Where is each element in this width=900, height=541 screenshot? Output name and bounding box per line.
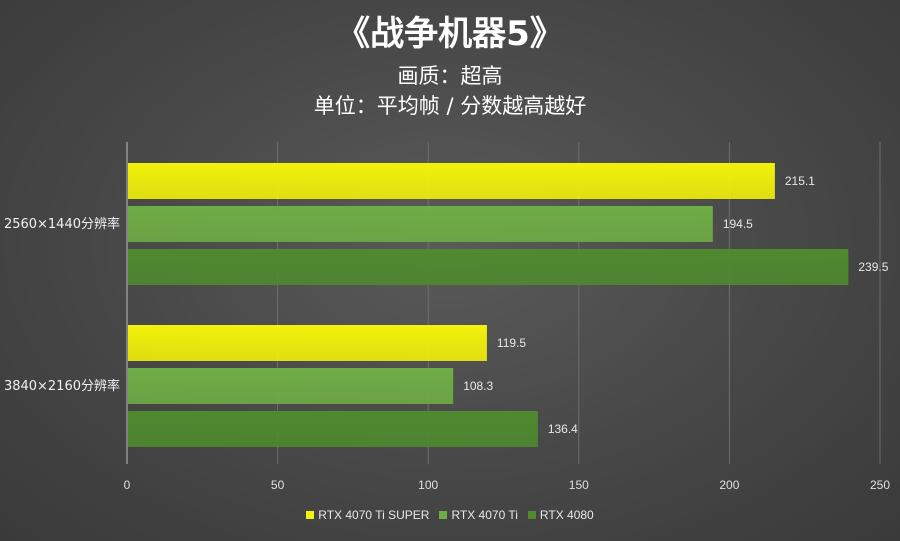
legend-swatch-4070ti: [439, 511, 448, 519]
data-label-2-0: 239.5: [858, 260, 888, 274]
chart-title: 《战争机器5》: [336, 14, 564, 54]
bar-rtx-4070-ti-0: [128, 206, 713, 242]
bar-rtx-4080-1: [128, 411, 538, 447]
data-label-2-1: 136.4: [548, 422, 578, 436]
category-label-0: 2560×1440分辨率: [4, 216, 120, 232]
legend-item-4070ti-super: RTX 4070 Ti SUPER: [306, 508, 429, 522]
legend-swatch-4080: [527, 511, 536, 519]
legend-label-4070ti-super: RTX 4070 Ti SUPER: [318, 508, 430, 522]
data-label-1-1: 108.3: [463, 379, 493, 393]
legend-item-4080: RTX 4080: [527, 508, 594, 522]
bar-rtx-4070-ti-super-1: [128, 325, 487, 361]
bar-rtx-4070-ti-1: [128, 368, 454, 404]
legend-label-4080: RTX 4080: [539, 508, 594, 522]
x-tick-label-100: 100: [418, 478, 438, 492]
chart-subtitle-unit: 单位：平均帧 / 分数越高越好: [313, 94, 587, 118]
x-tick-label-150: 150: [569, 478, 589, 492]
x-tick-label-200: 200: [719, 478, 739, 492]
data-label-0-1: 119.5: [497, 336, 526, 350]
chart-legend: RTX 4070 Ti SUPER RTX 4070 Ti RTX 4080: [0, 508, 900, 522]
data-label-0-0: 215.1: [785, 174, 815, 188]
bar-rtx-4080-0: [128, 249, 849, 285]
data-label-1-0: 194.5: [723, 217, 753, 231]
legend-item-4070ti: RTX 4070 Ti: [439, 508, 518, 522]
bar-rtx-4070-ti-super-0: [128, 163, 775, 199]
legend-swatch-4070ti-super: [306, 511, 315, 519]
category-label-1: 3840×2160分辨率: [4, 378, 120, 394]
chart-subtitle-quality: 画质：超高: [397, 64, 503, 88]
legend-label-4070ti: RTX 4070 Ti: [451, 508, 518, 522]
x-tick-label-50: 50: [271, 478, 285, 492]
x-tick-label-0: 0: [124, 478, 131, 492]
x-tick-label-250: 250: [870, 478, 890, 492]
